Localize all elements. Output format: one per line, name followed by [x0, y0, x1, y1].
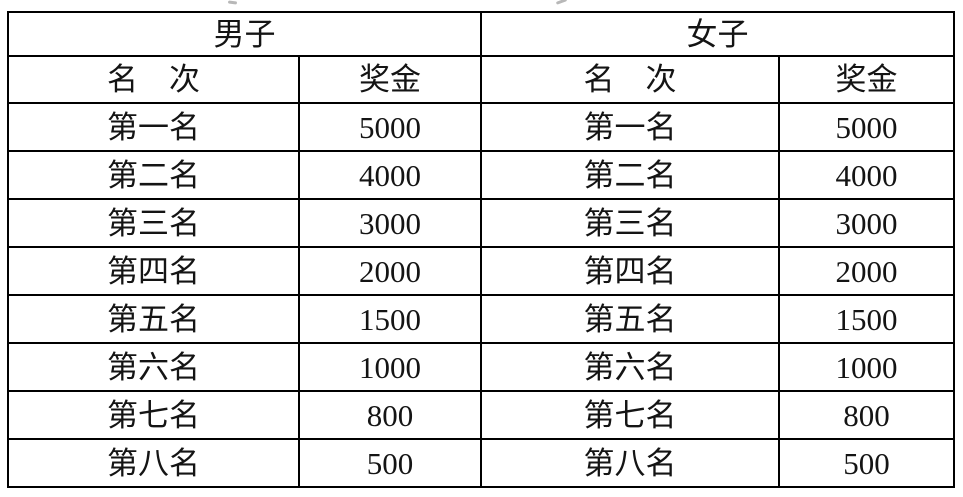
- column-header-women-rank: 名 次: [480, 55, 780, 104]
- men-rank-cell: 第二名: [7, 150, 300, 200]
- men-prize-cell: 500: [298, 438, 482, 488]
- women-prize-cell: 4000: [778, 150, 955, 200]
- men-rank-cell: 第三名: [7, 198, 300, 248]
- table-row: 第一名 5000 第一名 5000: [7, 102, 955, 152]
- prize-table: 男子 女子 名 次 奖金 名 次 奖金 第一名 5000 第一名 5000 第二…: [7, 11, 955, 488]
- men-prize-cell: 2000: [298, 246, 482, 296]
- women-rank-cell: 第一名: [480, 102, 780, 152]
- table-row: 第四名 2000 第四名 2000: [7, 246, 955, 296]
- column-header-women-prize: 奖金: [778, 55, 955, 104]
- women-rank-cell: 第五名: [480, 294, 780, 344]
- scan-artifact: [555, 0, 568, 5]
- table-row: 第三名 3000 第三名 3000: [7, 198, 955, 248]
- women-prize-cell: 2000: [778, 246, 955, 296]
- women-prize-cell: 1000: [778, 342, 955, 392]
- table-row: 第七名 800 第七名 800: [7, 390, 955, 440]
- women-rank-cell: 第六名: [480, 342, 780, 392]
- men-rank-cell: 第五名: [7, 294, 300, 344]
- women-prize-cell: 5000: [778, 102, 955, 152]
- men-rank-cell: 第八名: [7, 438, 300, 488]
- women-rank-cell: 第二名: [480, 150, 780, 200]
- group-header-row: 男子 女子: [7, 11, 955, 57]
- column-header-men-prize: 奖金: [298, 55, 482, 104]
- women-rank-cell: 第八名: [480, 438, 780, 488]
- men-rank-cell: 第七名: [7, 390, 300, 440]
- women-rank-cell: 第七名: [480, 390, 780, 440]
- table-row: 第六名 1000 第六名 1000: [7, 342, 955, 392]
- men-prize-cell: 1500: [298, 294, 482, 344]
- men-rank-cell: 第一名: [7, 102, 300, 152]
- men-prize-cell: 1000: [298, 342, 482, 392]
- group-header-women: 女子: [480, 11, 955, 57]
- women-prize-cell: 500: [778, 438, 955, 488]
- table-row: 第五名 1500 第五名 1500: [7, 294, 955, 344]
- women-prize-cell: 800: [778, 390, 955, 440]
- men-prize-cell: 5000: [298, 102, 482, 152]
- scan-artifact: [227, 0, 238, 5]
- group-header-men: 男子: [7, 11, 482, 57]
- men-rank-cell: 第六名: [7, 342, 300, 392]
- column-header-men-rank: 名 次: [7, 55, 300, 104]
- women-prize-cell: 3000: [778, 198, 955, 248]
- column-header-row: 名 次 奖金 名 次 奖金: [7, 55, 955, 104]
- table-row: 第八名 500 第八名 500: [7, 438, 955, 488]
- table-row: 第二名 4000 第二名 4000: [7, 150, 955, 200]
- men-prize-cell: 4000: [298, 150, 482, 200]
- men-prize-cell: 800: [298, 390, 482, 440]
- women-rank-cell: 第三名: [480, 198, 780, 248]
- men-rank-cell: 第四名: [7, 246, 300, 296]
- men-prize-cell: 3000: [298, 198, 482, 248]
- women-rank-cell: 第四名: [480, 246, 780, 296]
- women-prize-cell: 1500: [778, 294, 955, 344]
